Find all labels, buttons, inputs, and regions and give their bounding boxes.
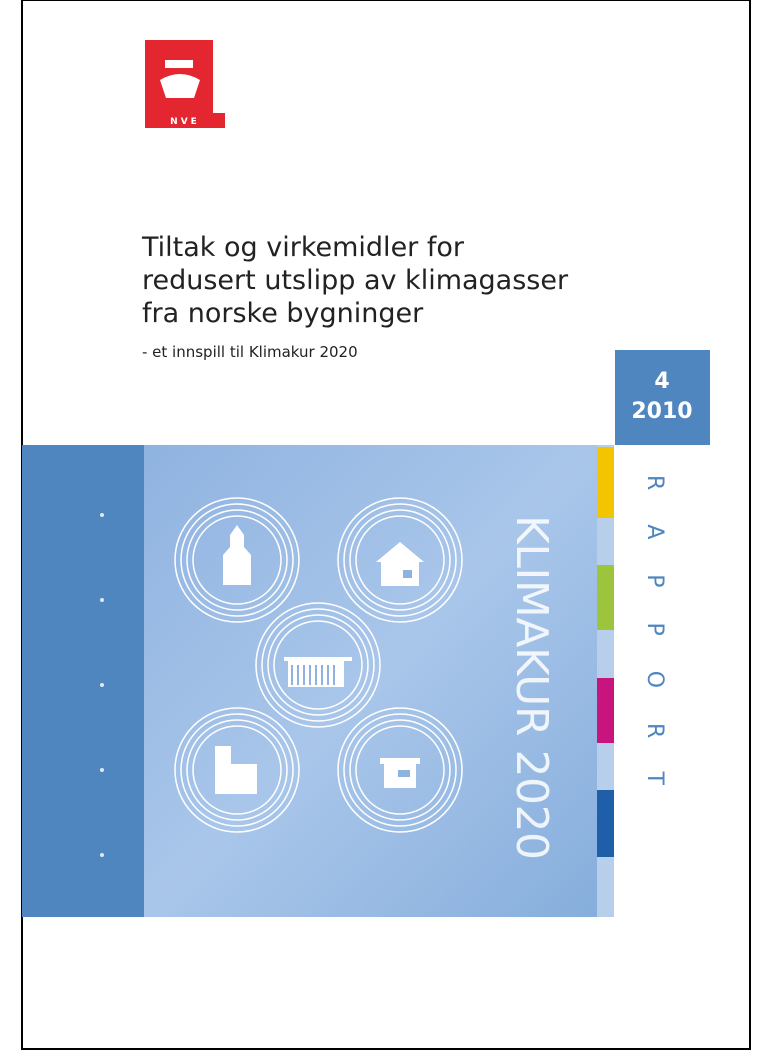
logo: NVE — [145, 40, 225, 128]
subtitle: - et innspill til Klimakur 2020 — [142, 343, 358, 361]
logo-label: NVE — [170, 117, 200, 127]
sky-panel — [144, 445, 597, 917]
title: Tiltak og virkemidler for redusert utsli… — [141, 232, 569, 329]
title-line: fra norske bygninger — [142, 298, 424, 329]
icons — [174, 497, 463, 833]
series-title: KLIMAKUR 2020 — [506, 515, 557, 860]
strip-dots — [100, 513, 104, 857]
left-strip — [22, 445, 144, 917]
report-number: 4 — [654, 369, 669, 394]
color-strips — [597, 445, 614, 917]
title-line: redusert utslipp av klimagasser — [142, 265, 569, 296]
report-year: 2010 — [631, 399, 692, 424]
title-line: Tiltak og virkemidler for — [141, 232, 465, 263]
report-label: RAPPORT — [642, 475, 667, 786]
report-box — [615, 350, 710, 445]
